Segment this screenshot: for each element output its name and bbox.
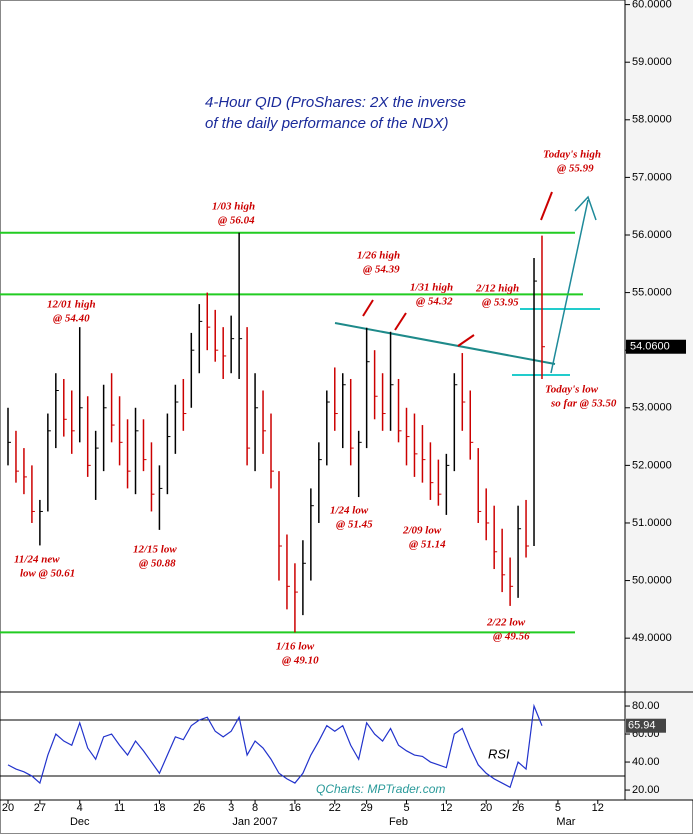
x-tick-label: 12 <box>592 802 604 814</box>
annotation: 2/12 high <box>475 283 519 295</box>
y-tick-label: 51.0000 <box>632 517 672 529</box>
trend-line <box>334 322 556 365</box>
x-tick-label: 22 <box>329 802 341 814</box>
x-tick-label: 5 <box>403 802 409 814</box>
annotation: @ 49.56 <box>493 631 530 643</box>
y-tick-label: 57.0000 <box>632 171 672 183</box>
last-price-box <box>626 339 686 354</box>
annotation: 1/26 high <box>357 250 400 262</box>
x-tick-label: 26 <box>512 802 524 814</box>
y-tick-label: 50.0000 <box>632 574 672 586</box>
rsi-line <box>7 703 543 789</box>
x-tick-label: 12 <box>440 802 452 814</box>
rsi-tick-label: 40.00 <box>632 756 660 768</box>
annotation: @ 50.88 <box>139 558 176 570</box>
annotation: @ 56.04 <box>218 215 255 227</box>
y-tick-label: 53.0000 <box>632 402 672 414</box>
y-tick-label: 58.0000 <box>632 114 672 126</box>
annotation: 1/24 low <box>330 505 369 517</box>
annotation: low @ 50.61 <box>20 568 75 580</box>
x-tick-label: 4 <box>77 802 83 814</box>
x-tick-label: 18 <box>153 802 165 814</box>
x-tick-label: 8 <box>252 802 258 814</box>
x-tick-label: 5 <box>555 802 561 814</box>
y-tick-label: 56.0000 <box>632 229 672 241</box>
y-tick-label: 49.0000 <box>632 632 672 644</box>
x-tick-label: 26 <box>193 802 205 814</box>
annotation: 12/01 high <box>47 299 96 311</box>
annotation: @ 54.39 <box>363 264 400 276</box>
annotation-pointers <box>362 191 553 347</box>
annotation: 1/16 low <box>276 641 315 653</box>
last-price-label: 54.0600 <box>630 341 670 353</box>
x-tick-label: 27 <box>34 802 46 814</box>
annotation: 1/31 high <box>410 282 453 294</box>
rsi-last-box <box>626 718 666 733</box>
y-tick-label: 60.0000 <box>632 0 672 11</box>
y-tick-label: 55.0000 <box>632 286 672 298</box>
annotation: @ 54.32 <box>416 296 453 308</box>
month-label: Jan 2007 <box>232 816 277 828</box>
x-tick-label: 29 <box>361 802 373 814</box>
rsi-tick-label: 80.00 <box>632 700 660 712</box>
y-tick-label: 52.0000 <box>632 459 672 471</box>
rsi-label: RSI <box>488 746 510 761</box>
x-tick-label: 20 <box>2 802 14 814</box>
annotation: @ 55.99 <box>557 163 594 175</box>
annotation: 2/22 low <box>486 617 526 629</box>
annotation: 2/09 low <box>402 525 442 537</box>
rsi-last-label: 65.94 <box>628 720 656 732</box>
month-label: Dec <box>70 816 90 828</box>
annotation: so far @ 53.50 <box>550 398 617 410</box>
month-label: Mar <box>556 816 575 828</box>
annotation: @ 49.10 <box>282 655 319 667</box>
annotation: Today's low <box>545 384 599 396</box>
arrow <box>550 199 589 374</box>
x-tick-label: 16 <box>289 802 301 814</box>
arrow-head <box>574 195 597 221</box>
annotation: @ 54.40 <box>53 313 90 325</box>
y-tick-label: 59.0000 <box>632 56 672 68</box>
rsi-tick-label: 20.00 <box>632 784 660 796</box>
axis-panel <box>625 0 693 800</box>
annotation: @ 53.95 <box>482 297 519 309</box>
credit: QCharts: MPTrader.com <box>316 782 445 796</box>
annotation: 11/24 new <box>14 554 60 566</box>
x-tick-label: 20 <box>480 802 492 814</box>
chart-title: 4-Hour QID (ProShares: 2X the inverse <box>205 94 466 111</box>
annotation: 1/03 high <box>212 201 255 213</box>
annotation: 12/15 low <box>133 544 177 556</box>
annotation: Today's high <box>543 149 601 161</box>
annotation: @ 51.45 <box>336 519 373 531</box>
annotation: @ 51.14 <box>409 539 446 551</box>
x-tick-label: 3 <box>228 802 234 814</box>
x-tick-label: 11 <box>114 802 125 814</box>
chart-title: of the daily performance of the NDX) <box>205 115 448 132</box>
month-label: Feb <box>389 816 408 828</box>
